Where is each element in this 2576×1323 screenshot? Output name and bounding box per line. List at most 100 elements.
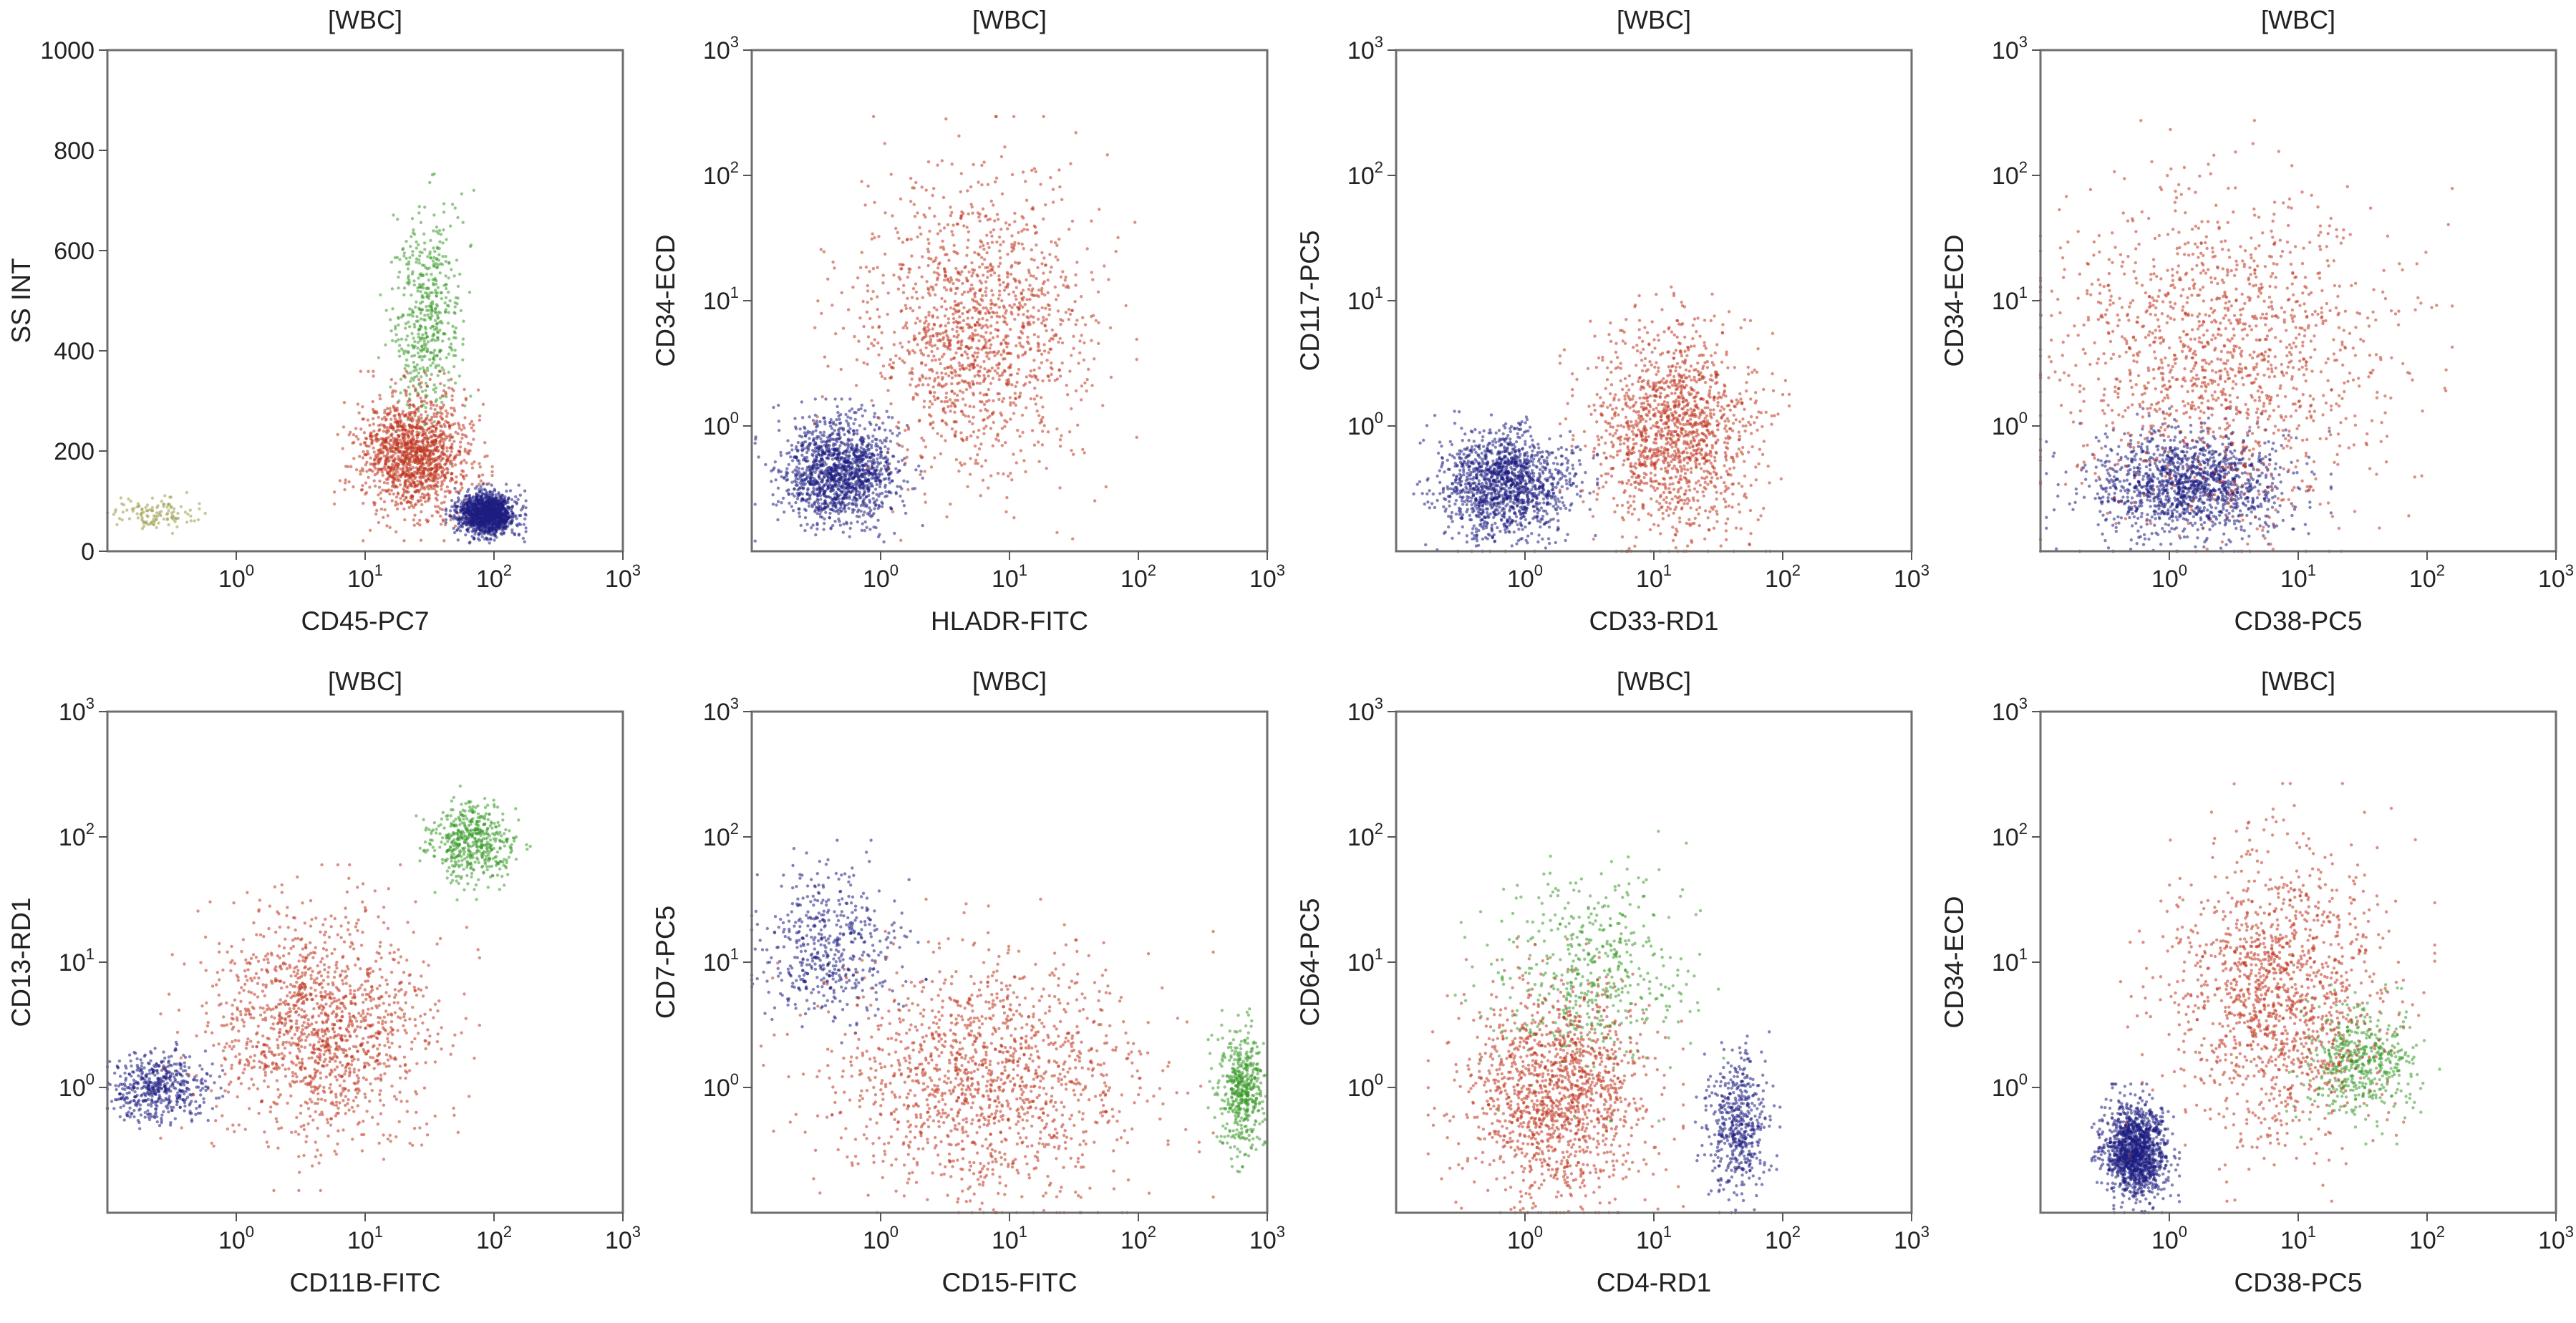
event-dot (452, 311, 456, 314)
event-dot (439, 233, 443, 236)
event-dot (753, 503, 757, 506)
event-dot (823, 499, 827, 503)
event-dot (434, 366, 437, 369)
event-dot (851, 508, 855, 512)
event-dot (885, 410, 888, 413)
event-dot (423, 248, 427, 251)
event-dot (865, 505, 868, 508)
event-dot (809, 526, 813, 530)
event-dot (451, 435, 455, 439)
event-dot (373, 411, 377, 415)
event-dot (447, 261, 451, 264)
event-dot (435, 257, 439, 261)
event-dot (777, 470, 780, 474)
event-dot (440, 417, 444, 420)
event-dot (863, 491, 866, 495)
event-dot (433, 434, 437, 438)
event-dot (825, 450, 828, 453)
event-dot (878, 452, 882, 456)
event-dot (436, 314, 440, 317)
event-dot (406, 461, 410, 465)
event-dot (822, 430, 826, 434)
event-dot (422, 241, 427, 245)
event-dot (432, 412, 436, 416)
event-dot (396, 503, 400, 506)
event-dot (847, 506, 851, 510)
event-dot (876, 518, 880, 522)
event-dot (422, 453, 427, 457)
event-dot (876, 460, 879, 464)
event-dot (813, 501, 816, 505)
event-dot (777, 403, 780, 407)
event-dot (412, 437, 416, 442)
event-dot (454, 354, 457, 357)
event-dot (403, 375, 407, 379)
event-dot (805, 432, 809, 435)
event-dot (820, 508, 824, 511)
event-dot (415, 470, 419, 474)
event-dot (448, 438, 452, 442)
event-dot (430, 311, 433, 315)
event-dot (877, 503, 881, 508)
event-dot (438, 441, 442, 445)
event-dot (419, 396, 422, 400)
event-dot (362, 539, 365, 543)
event-dot (377, 467, 380, 471)
event-dot (438, 357, 442, 361)
event-dot (436, 246, 440, 251)
event-dot (902, 504, 906, 508)
event-dot (447, 290, 450, 294)
event-dot (824, 495, 828, 499)
event-dot (836, 488, 840, 491)
event-dot (440, 488, 443, 491)
event-dot (508, 522, 511, 525)
event-dot (796, 440, 800, 445)
event-dot (470, 483, 474, 486)
event-dot (408, 256, 412, 260)
event-dot (841, 483, 845, 487)
event-dot (405, 389, 408, 393)
event-dot (418, 450, 422, 453)
event-dot (807, 504, 811, 508)
event-dot (413, 414, 417, 417)
event-dot (861, 457, 866, 461)
event-dot (408, 307, 412, 311)
event-dot (843, 507, 847, 510)
event-dot (838, 437, 841, 441)
event-dot (458, 508, 463, 512)
event-dot (803, 431, 807, 435)
event-dot (442, 372, 446, 375)
event-dot (444, 513, 448, 516)
event-dot (433, 484, 437, 488)
event-dot (820, 457, 823, 460)
event-dot (437, 228, 442, 233)
event-dot (878, 485, 882, 489)
event-dot (452, 274, 456, 278)
event-dot (927, 405, 931, 409)
event-dot (1041, 316, 1045, 319)
event-dot (463, 387, 466, 392)
event-dot (441, 508, 445, 512)
event-dot (444, 260, 447, 263)
event-dot (477, 532, 480, 536)
event-dot (361, 405, 364, 409)
event-dot (848, 490, 852, 494)
event-dot (523, 540, 526, 543)
event-dot (1002, 240, 1005, 243)
event-dot (423, 493, 427, 497)
event-dot (415, 459, 418, 462)
event-dot (513, 533, 517, 537)
event-dot (1040, 321, 1044, 325)
event-dot (434, 386, 438, 390)
event-dot (427, 494, 431, 498)
event-dot (874, 475, 878, 478)
event-dot (367, 475, 370, 479)
event-dot (434, 457, 437, 460)
event-dot (808, 495, 812, 498)
event-dot (409, 379, 412, 383)
event-dot (405, 334, 410, 338)
event-dot (804, 471, 808, 475)
event-dot (432, 213, 436, 217)
event-dot (479, 485, 483, 489)
event-dot (503, 495, 507, 499)
